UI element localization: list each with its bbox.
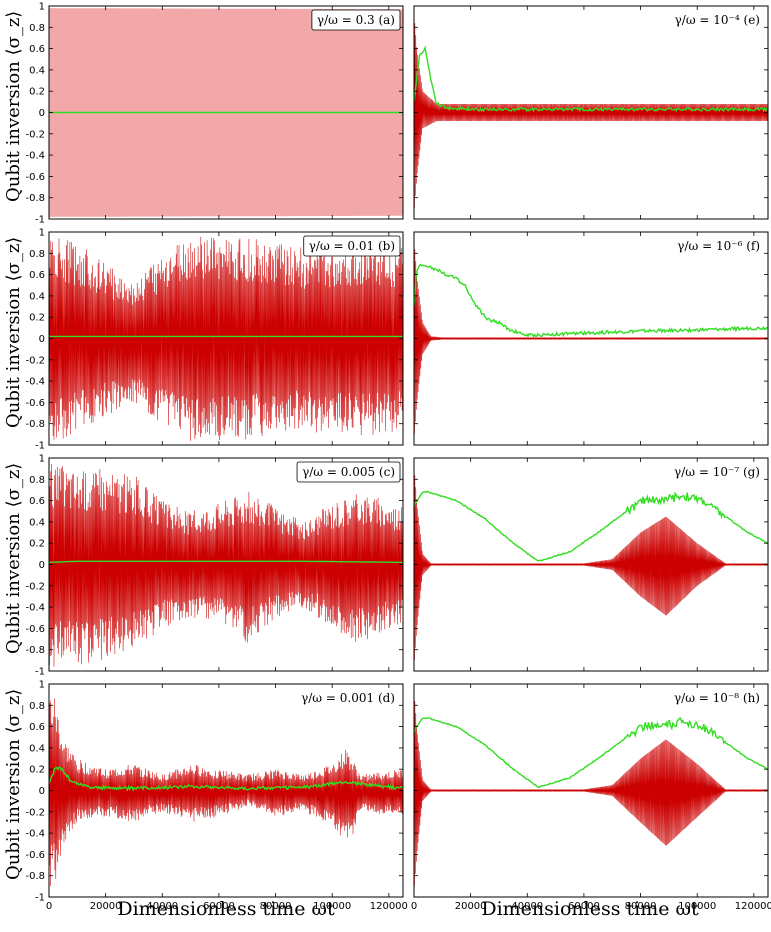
y-tick-label: -0.8 (25, 419, 45, 430)
y-tick-label: -0.2 (25, 807, 45, 818)
y-tick-label: 1 (39, 2, 45, 13)
series-green-e (414, 45, 768, 113)
y-tick-label: 0 (39, 334, 45, 345)
series-red-f (414, 237, 768, 434)
panel-label-f: γ/ω = 10⁻⁶ (f) (677, 239, 760, 253)
series-red-c (49, 463, 403, 667)
y-tick-label: 0.6 (29, 270, 45, 281)
y-tick-label: 0.8 (29, 701, 45, 712)
y-tick-label: 1 (39, 454, 45, 465)
panel-label-h: γ/ω = 10⁻⁸ (h) (674, 691, 760, 705)
series-red-e (414, 11, 768, 208)
y-tick-label: -0.2 (25, 581, 45, 592)
x-axis-label-left: Dimensionless time ωt (117, 898, 335, 920)
x-axis-label-right: Dimensionless time ωt (481, 898, 699, 920)
y-tick-label: 0.2 (29, 765, 45, 776)
series-red-b (49, 236, 403, 441)
y-tick-label: -0.4 (25, 829, 45, 840)
y-axis-label-row4: Qubit inversion ⟨σ_z⟩ (3, 688, 24, 880)
series-red-g (414, 463, 768, 660)
y-tick-label: -0.4 (25, 151, 45, 162)
x-tick-label: 60000 (568, 901, 600, 912)
y-tick-label: -0.4 (25, 603, 45, 614)
y-tick-label: -1 (35, 893, 45, 904)
series-green-h (414, 717, 768, 789)
series-green-g (414, 490, 768, 562)
panel-label-e: γ/ω = 10⁻⁴ (e) (675, 13, 760, 27)
y-tick-label: -1 (35, 667, 45, 678)
series-green-f (414, 263, 768, 338)
y-tick-label: 1 (39, 680, 45, 691)
y-tick-label: 0 (39, 108, 45, 119)
y-tick-label: 0.6 (29, 496, 45, 507)
y-tick-label: 0.4 (29, 743, 45, 754)
y-axis-label-row2: Qubit inversion ⟨σ_z⟩ (3, 236, 24, 428)
x-tick-label: 0 (411, 901, 417, 912)
y-tick-label: 0 (39, 560, 45, 571)
x-tick-label: 40000 (511, 901, 543, 912)
y-tick-label: 0.8 (29, 475, 45, 486)
x-tick-label: 100000 (678, 901, 716, 912)
y-tick-label: 0.8 (29, 23, 45, 34)
series-green-d (49, 766, 403, 792)
y-tick-label: -0.2 (25, 129, 45, 140)
y-tick-label: -0.4 (25, 377, 45, 388)
x-tick-label: 100000 (313, 901, 351, 912)
panel-label-d: γ/ω = 0.001 (d) (301, 691, 395, 705)
panel-label-box-c (296, 461, 401, 483)
y-tick-label: -0.6 (25, 850, 45, 861)
x-tick-label: 20000 (455, 901, 487, 912)
x-tick-label: 40000 (146, 901, 178, 912)
x-tick-label: 0 (46, 901, 52, 912)
y-tick-label: 0.8 (29, 249, 45, 260)
y-tick-label: -0.6 (25, 624, 45, 635)
x-tick-label: 120000 (370, 901, 408, 912)
y-tick-label: -0.8 (25, 193, 45, 204)
y-axis-label-row1: Qubit inversion ⟨σ_z⟩ (3, 10, 24, 202)
y-tick-label: -0.6 (25, 398, 45, 409)
y-tick-label: 0.4 (29, 517, 45, 528)
y-axis-label-row3: Qubit inversion ⟨σ_z⟩ (3, 462, 24, 654)
x-tick-label: 20000 (90, 901, 122, 912)
x-tick-label: 80000 (260, 901, 292, 912)
x-tick-label: 80000 (625, 901, 657, 912)
panel-label-b: γ/ω = 0.01 (b) (309, 239, 395, 253)
y-tick-label: 0.6 (29, 44, 45, 55)
y-tick-label: -0.2 (25, 355, 45, 366)
y-tick-label: 0.2 (29, 87, 45, 98)
y-tick-label: -1 (35, 215, 45, 226)
y-tick-label: -0.8 (25, 645, 45, 656)
y-tick-label: 0 (39, 786, 45, 797)
x-tick-label: 60000 (203, 901, 235, 912)
y-tick-label: 0.2 (29, 313, 45, 324)
panel-label-a: γ/ω = 0.3 (a) (317, 13, 395, 27)
y-tick-label: 0.4 (29, 65, 45, 76)
panel-label-g: γ/ω = 10⁻⁷ (g) (674, 465, 760, 479)
panel-label-box-a (311, 9, 401, 31)
y-tick-label: 1 (39, 228, 45, 239)
y-tick-label: -1 (35, 441, 45, 452)
y-tick-label: 0.4 (29, 291, 45, 302)
series-red-h (414, 689, 768, 886)
panel-label-box-b (303, 235, 401, 257)
y-tick-label: -0.8 (25, 871, 45, 882)
y-tick-label: 0.6 (29, 722, 45, 733)
x-tick-label: 120000 (735, 901, 771, 912)
panel-label-c: γ/ω = 0.005 (c) (302, 465, 395, 479)
y-tick-label: 0.2 (29, 539, 45, 550)
y-tick-label: -0.6 (25, 172, 45, 183)
series-green-c (49, 560, 403, 564)
series-red-d (49, 698, 403, 886)
